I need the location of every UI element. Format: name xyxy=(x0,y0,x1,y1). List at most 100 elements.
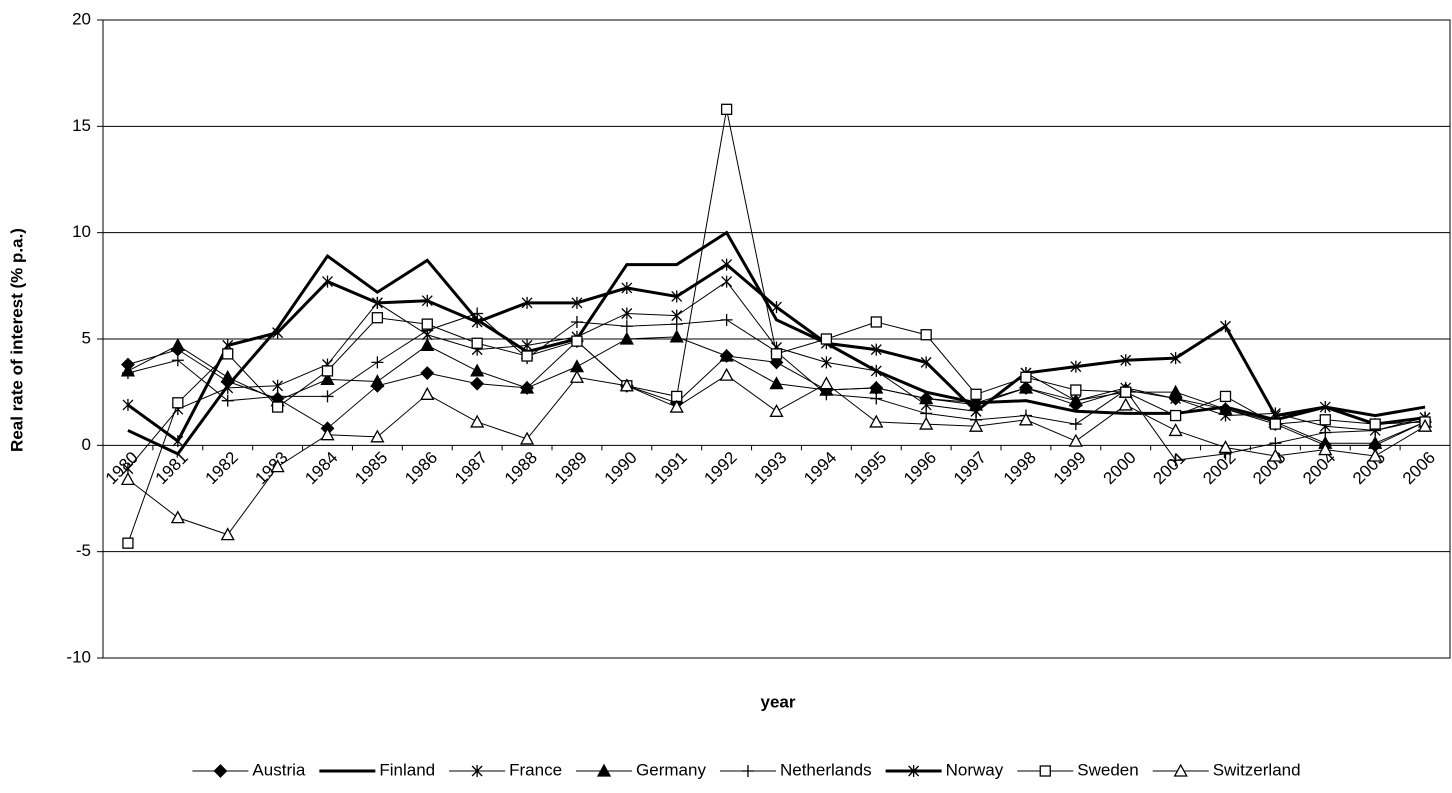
x-tick-label: 1987 xyxy=(451,448,491,488)
marker xyxy=(1170,352,1182,365)
marker xyxy=(1269,437,1282,450)
marker xyxy=(970,388,982,400)
marker xyxy=(471,765,483,777)
marker xyxy=(170,510,185,524)
marker xyxy=(721,258,733,271)
marker xyxy=(1218,401,1233,415)
marker xyxy=(870,316,882,328)
marker xyxy=(869,414,884,428)
x-tick-label: 1992 xyxy=(700,448,740,488)
x-tick-label: 2005 xyxy=(1349,448,1389,488)
marker xyxy=(271,390,284,403)
x-tick-label: 1993 xyxy=(750,448,790,488)
marker xyxy=(322,275,333,288)
marker xyxy=(920,356,932,369)
y-tick-label: -5 xyxy=(76,541,91,560)
marker xyxy=(671,290,683,303)
marker xyxy=(221,394,234,407)
marker xyxy=(171,354,184,367)
marker xyxy=(1018,380,1034,394)
marker xyxy=(1417,418,1433,432)
x-tick-label: 2002 xyxy=(1199,448,1239,488)
legend-label: Finland xyxy=(379,760,435,779)
legend-label: Netherlands xyxy=(780,760,872,779)
y-axis-title: Real rate of interest (% p.a.) xyxy=(7,228,26,452)
marker xyxy=(968,418,984,432)
marker xyxy=(1219,390,1232,403)
marker xyxy=(1020,371,1032,383)
marker xyxy=(620,320,633,333)
marker xyxy=(1118,397,1133,411)
marker xyxy=(172,397,184,409)
marker xyxy=(596,763,612,777)
series-line xyxy=(127,230,1426,456)
marker xyxy=(670,318,683,331)
marker xyxy=(1319,401,1331,414)
marker xyxy=(1069,418,1082,431)
marker xyxy=(1120,354,1132,367)
marker xyxy=(819,376,834,390)
legend-label: Germany xyxy=(636,760,706,779)
legend: Austria Finland France Germany Netherlands No… xyxy=(192,760,1301,779)
marker xyxy=(721,275,733,288)
marker xyxy=(870,343,882,356)
marker xyxy=(870,392,883,405)
marker xyxy=(1168,423,1183,437)
marker xyxy=(741,765,754,777)
marker xyxy=(320,427,335,441)
y-tick-label: 15 xyxy=(72,116,91,135)
marker xyxy=(1039,765,1051,777)
marker xyxy=(870,364,882,377)
marker xyxy=(521,296,533,309)
marker xyxy=(220,369,235,383)
marker xyxy=(1220,320,1231,333)
marker xyxy=(420,338,435,352)
x-axis-title: year xyxy=(761,692,796,711)
x-tick-label: 2006 xyxy=(1399,448,1439,488)
x-tick-label: 1984 xyxy=(301,448,341,488)
marker xyxy=(719,367,734,381)
marker xyxy=(471,337,483,349)
marker xyxy=(420,366,435,380)
marker xyxy=(720,103,733,115)
marker xyxy=(1068,433,1083,447)
legend-label: France xyxy=(509,760,562,779)
x-tick-label: 1990 xyxy=(601,448,641,488)
marker xyxy=(1173,763,1188,777)
marker xyxy=(470,414,485,428)
marker xyxy=(919,391,934,405)
marker xyxy=(470,376,485,391)
x-tick-label: 1995 xyxy=(850,448,890,488)
marker xyxy=(371,356,384,369)
marker xyxy=(321,390,334,403)
marker xyxy=(621,281,633,294)
y-tick-label: 10 xyxy=(72,222,91,241)
marker xyxy=(470,363,485,377)
marker xyxy=(421,294,433,307)
marker xyxy=(1169,409,1182,422)
marker xyxy=(1318,442,1333,456)
x-tick-label: 1980 xyxy=(102,448,142,488)
marker xyxy=(570,315,583,328)
x-tick-label: 1985 xyxy=(351,448,391,488)
marker xyxy=(1168,384,1183,398)
marker xyxy=(770,348,783,360)
marker xyxy=(120,472,136,486)
marker xyxy=(769,376,784,390)
marker xyxy=(720,313,733,326)
marker xyxy=(820,388,833,401)
marker xyxy=(1269,418,1282,430)
x-tick-label: 1996 xyxy=(900,448,940,488)
x-tick-label: 1994 xyxy=(800,448,840,488)
marker xyxy=(1368,435,1383,449)
marker xyxy=(321,365,334,377)
marker xyxy=(1070,384,1082,396)
marker xyxy=(122,398,134,411)
x-tick-label: 1983 xyxy=(251,448,291,488)
x-tick-label: 1999 xyxy=(1050,448,1090,488)
marker xyxy=(521,350,533,362)
y-tick-label: 0 xyxy=(82,435,91,454)
marker xyxy=(371,312,384,324)
marker xyxy=(1369,418,1381,430)
